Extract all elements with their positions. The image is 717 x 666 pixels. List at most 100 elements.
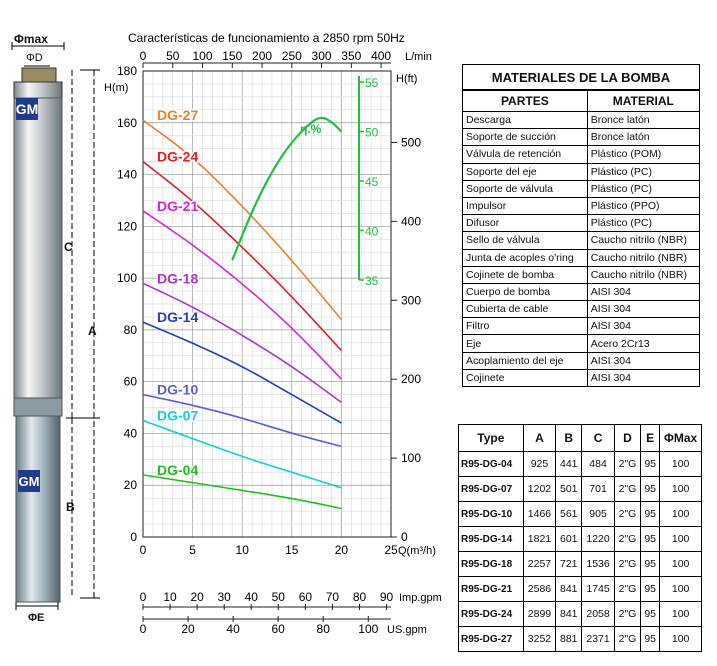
y-tick-label: 180 [117,64,137,78]
material-value: Bronce latón [586,128,701,147]
lmin-tick-label: 250 [282,49,302,63]
imp-axis-label: Imp.gpm [399,592,442,604]
dimensions-cell: 2"G [613,476,642,502]
imp-tick-label: 80 [353,590,367,604]
lmin-tick-label: 150 [222,49,242,63]
efficiency-tick-label: 55 [365,76,379,90]
materials-row: Cubierta de cable AISI 304 [462,300,701,319]
dimensions-row: R95-DG-07 1202 501 701 2"G 95 100 [458,476,702,502]
efficiency-tick-label: 45 [365,175,379,189]
y-tick-label: 100 [117,271,137,285]
lmin-tick-label: 300 [312,49,332,63]
lmin-tick-label: 350 [341,49,361,63]
curve-label: DG-07 [157,408,198,424]
dimensions-cell: 2"G [613,626,642,652]
material-value: Bronce latón [586,110,701,130]
dimensions-cell: 721 [555,551,583,577]
dimensions-cell: 1536 [581,551,615,577]
lmin-tick-label: 100 [193,49,213,63]
y-tick-label: 60 [124,375,138,389]
y-tick-label: 160 [117,116,137,130]
dimensions-header: A [522,424,557,452]
dimensions-cell: 95 [640,551,661,577]
material-part: Válvula de retención [462,145,588,164]
dimensions-row: R95-DG-04 925 441 484 2"G 95 100 [458,451,702,477]
material-value: Acero 2Cr13 [586,334,701,353]
materials-row: Cuerpo de bomba AISI 304 [462,282,701,302]
x-tick-label: 15 [285,543,299,557]
chart-title: Características de funcionamiento a 2850… [128,31,405,45]
y-tick-label: 140 [117,168,137,182]
us-tick-label: 100 [358,622,378,636]
dimensions-header: D [613,424,642,452]
brand-logo-top [16,98,38,120]
dimensions-cell: 925 [522,451,557,477]
dimensions-header: Type [458,424,524,452]
curve-dg-24 [142,160,342,352]
materials-row: Acoplamiento del eje AISI 304 [462,351,701,370]
dimensions-cell: 2"G [613,601,642,627]
dimensions-cell: 1202 [522,476,557,502]
dimensions-cell: R95-DG-04 [458,451,524,477]
material-part: Cubierta de cable [462,300,588,319]
dimensions-cell: 484 [581,451,615,477]
dimensions-cell: 95 [640,526,661,552]
ft-axis-label: H(ft) [396,73,417,85]
material-part: Impulsor [462,196,588,216]
us-tick-label: 80 [317,622,331,636]
material-part: Descarga [462,110,588,130]
y-tick-label: 20 [124,478,138,492]
imp-tick-label: 50 [272,590,286,604]
material-part: Cojinete [462,368,588,388]
material-value: Caucho nitrilo (NBR) [586,231,701,250]
dimensions-cell: R95-DG-21 [458,576,524,602]
dimensions-cell: 2058 [581,601,615,627]
dimensions-cell: 601 [555,526,583,552]
imp-tick-label: 90 [380,590,394,604]
dimensions-cell: 2586 [522,576,557,602]
dim-b-label: B [66,500,75,514]
material-part: Cuerpo de bomba [462,282,588,302]
materials-row: Impulsor Plástico (PPO) [462,196,701,216]
dimensions-cell: 561 [555,501,583,527]
us-tick-label: 20 [181,622,195,636]
us-tick-label: 60 [271,622,285,636]
imp-tick-label: 30 [218,590,232,604]
materials-header-material: MATERIAL [586,90,701,112]
dimensions-cell: 2257 [522,551,557,577]
curve-label: DG-14 [157,309,198,325]
materials-header-parts: PARTES [462,90,588,112]
materials-row: Sello de válvula Caucho nitrilo (NBR) [462,231,701,250]
dimensions-cell: 95 [640,576,661,602]
dimensions-cell: 701 [581,476,615,502]
material-part: Filtro [462,317,588,336]
materials-table: PARTES MATERIAL Descarga Bronce latón Sopo… [462,90,701,388]
materials-row: Soporte de succión Bronce latón [462,128,701,147]
y-tick-label: 80 [124,323,138,337]
dimensions-cell: 2"G [613,451,642,477]
lmin-tick-label: 0 [140,49,147,63]
dimensions-cell: R95-DG-18 [458,551,524,577]
dimensions-cell: 95 [640,476,661,502]
dimensions-row: R95-DG-21 2586 841 1745 2"G 95 100 [458,576,702,602]
dimensions-row: R95-DG-27 3252 881 2371 2"G 95 100 [458,626,702,652]
dimensions-cell: 1745 [581,576,615,602]
lmin-tick-label: 400 [371,49,391,63]
us-tick-label: 40 [226,622,240,636]
dimensions-cell: 100 [659,601,702,627]
dimensions-cell: 905 [581,501,615,527]
ft-tick-label: 400 [401,214,421,228]
efficiency-label: η.% [300,122,322,136]
materials-row: Soporte del eje Plástico (PC) [462,162,701,181]
curve-label: DG-27 [157,107,198,123]
dimensions-cell: 95 [640,451,661,477]
curve-dg-07 [142,419,342,489]
x-tick-label: 25 [384,543,398,557]
curve-label: DG-18 [157,270,198,286]
efficiency-tick-label: 35 [365,274,379,288]
imp-tick-label: 10 [163,590,177,604]
curve-dg-14 [142,321,342,424]
material-value: Plástico (PC) [586,179,701,198]
imp-tick-label: 0 [140,590,147,604]
material-value: AISI 304 [586,317,701,336]
